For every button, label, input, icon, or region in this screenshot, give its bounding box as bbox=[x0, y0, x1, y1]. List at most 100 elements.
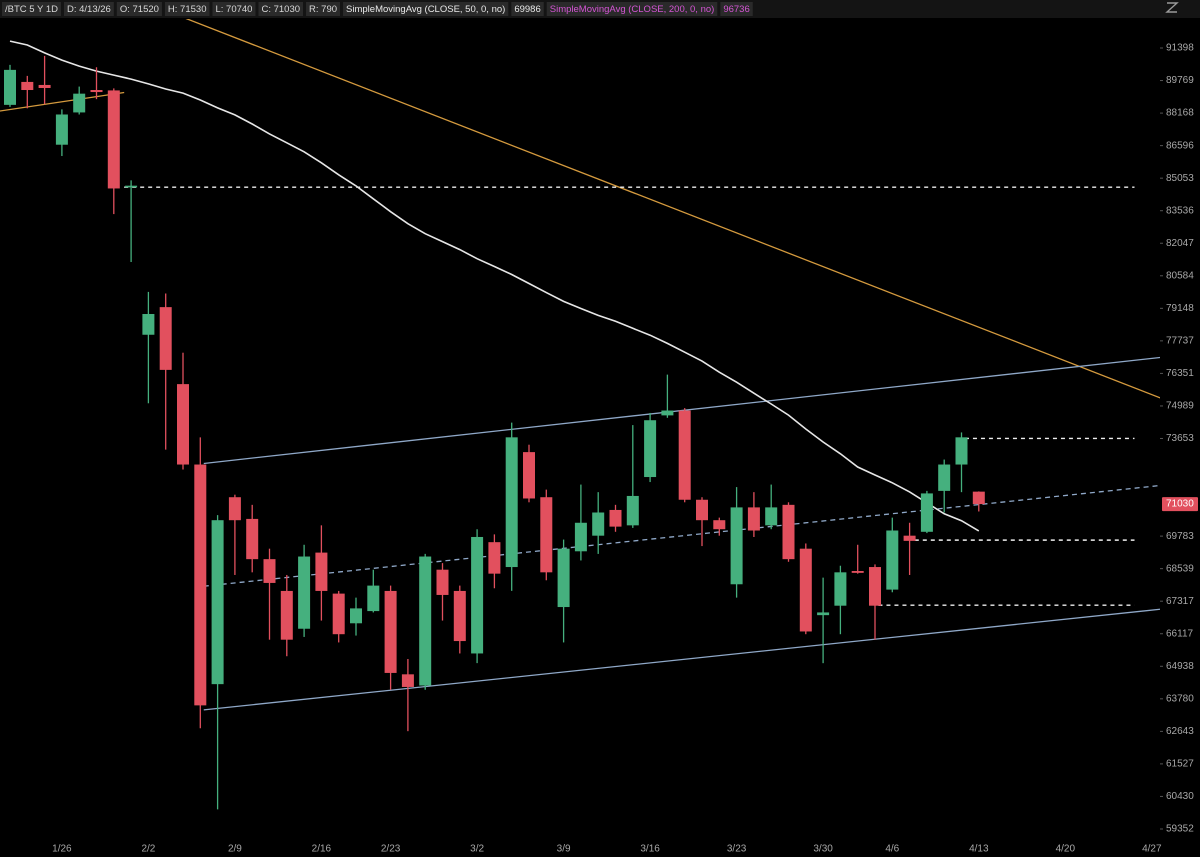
candle-body bbox=[678, 410, 691, 500]
candle-body bbox=[609, 509, 622, 527]
candle-body bbox=[938, 464, 951, 491]
y-tick-label: 77737 bbox=[1166, 335, 1194, 346]
candle-body bbox=[747, 507, 760, 531]
candle-body bbox=[540, 497, 553, 573]
x-tick-label: 4/6 bbox=[885, 844, 899, 855]
y-tick-label: 80584 bbox=[1166, 270, 1194, 281]
candle-body bbox=[125, 185, 138, 188]
candle-body bbox=[159, 307, 172, 370]
y-tick-label: 67317 bbox=[1166, 596, 1194, 607]
x-tick-label: 4/20 bbox=[1056, 844, 1076, 855]
candle-body bbox=[280, 590, 293, 640]
candle-body bbox=[851, 571, 864, 573]
y-tick-label: 66117 bbox=[1166, 628, 1194, 639]
candle-body bbox=[920, 493, 933, 532]
candle-body bbox=[955, 437, 968, 465]
candle-body bbox=[644, 420, 657, 478]
header-field: H: 71530 bbox=[168, 4, 207, 15]
header-field: L: 70740 bbox=[215, 4, 252, 15]
y-tick-label: 61527 bbox=[1166, 759, 1194, 770]
candle-body bbox=[557, 548, 570, 608]
candle-body bbox=[211, 520, 224, 685]
top-right-icon bbox=[1165, 2, 1179, 13]
x-tick-label: 3/2 bbox=[470, 844, 484, 855]
x-tick-label: 3/9 bbox=[557, 844, 571, 855]
header-field-box bbox=[212, 2, 256, 16]
y-tick-label: 86596 bbox=[1166, 140, 1194, 151]
header-field-box bbox=[63, 2, 114, 16]
last-price-label: 71030 bbox=[1166, 499, 1194, 510]
y-tick-label: 79148 bbox=[1166, 303, 1194, 314]
y-tick-label: 68539 bbox=[1166, 563, 1194, 574]
candle-body bbox=[4, 69, 16, 105]
candle-body bbox=[38, 84, 51, 88]
x-tick-label: 2/16 bbox=[312, 844, 332, 855]
candle-body bbox=[350, 608, 362, 624]
candle-body bbox=[799, 548, 812, 632]
x-tick-label: 3/16 bbox=[640, 844, 660, 855]
candle-body bbox=[626, 495, 639, 526]
candle-body bbox=[55, 114, 68, 145]
candle-body bbox=[73, 93, 86, 113]
candle-body bbox=[177, 384, 189, 465]
candle-body bbox=[696, 499, 708, 521]
candle-body bbox=[903, 535, 916, 541]
header-field: D: 4/13/26 bbox=[67, 4, 111, 15]
candle-body bbox=[436, 569, 449, 595]
candle-body bbox=[384, 590, 397, 673]
candle-body bbox=[574, 522, 587, 552]
candle-body bbox=[90, 90, 103, 93]
header-field: SimpleMovingAvg (CLOSE, 50, 0, no) bbox=[346, 4, 505, 15]
y-tick-label: 76351 bbox=[1166, 368, 1194, 379]
moving-average-line bbox=[9, 40, 980, 532]
icon[interactable] bbox=[1165, 2, 1179, 13]
candle-body bbox=[246, 518, 259, 560]
plot-area bbox=[0, 19, 1160, 810]
trend-line bbox=[203, 608, 1160, 711]
x-tick-label: 4/13 bbox=[969, 844, 989, 855]
candle-body bbox=[194, 464, 207, 706]
candle-body bbox=[886, 530, 899, 590]
candle-body bbox=[869, 567, 881, 606]
candle-body bbox=[315, 552, 328, 591]
candle-body bbox=[488, 542, 501, 574]
x-tick-label: 2/9 bbox=[228, 844, 242, 855]
candle-body bbox=[298, 556, 311, 629]
y-tick-label: 69783 bbox=[1166, 531, 1194, 542]
candle-body bbox=[834, 572, 847, 606]
header-field-box bbox=[511, 2, 544, 16]
trend-line bbox=[0, 91, 125, 112]
candle-body bbox=[401, 674, 414, 687]
candle-body bbox=[765, 507, 778, 526]
x-tick-label: 4/27 bbox=[1142, 844, 1162, 855]
header-field-box bbox=[258, 2, 304, 16]
candle-body bbox=[419, 556, 432, 686]
trend-line bbox=[185, 19, 1160, 399]
candle-body bbox=[367, 585, 380, 612]
y-tick-label: 64938 bbox=[1166, 661, 1194, 672]
header: /BTC 5 Y 1D D: 4/13/26 O: 71520 H: 71530 L: … bbox=[2, 2, 753, 16]
candle-body bbox=[817, 612, 830, 616]
candle-body bbox=[505, 437, 518, 568]
header-field-box bbox=[116, 2, 162, 16]
y-tick-label: 60430 bbox=[1166, 791, 1194, 802]
candle-body bbox=[228, 497, 241, 521]
header-field: 96736 bbox=[723, 4, 749, 15]
header-field-box bbox=[720, 2, 753, 16]
y-tick-label: 74989 bbox=[1166, 401, 1194, 412]
trend-line bbox=[203, 356, 1160, 465]
x-tick-label: 3/23 bbox=[727, 844, 747, 855]
x-tick-label: 2/23 bbox=[381, 844, 401, 855]
header-field: SimpleMovingAvg (CLOSE, 200, 0, no) bbox=[550, 4, 715, 15]
last-price-tag bbox=[1162, 497, 1198, 512]
header-field-box bbox=[343, 2, 509, 16]
y-tick-label: 63780 bbox=[1166, 693, 1194, 704]
y-tick-label: 73653 bbox=[1166, 433, 1194, 444]
candle-body bbox=[782, 504, 795, 560]
y-tick-label: 89769 bbox=[1166, 75, 1194, 86]
candle-body bbox=[332, 593, 345, 635]
candle-body bbox=[972, 491, 985, 505]
y-tick-label: 88168 bbox=[1166, 108, 1194, 119]
candle-body bbox=[592, 512, 605, 536]
